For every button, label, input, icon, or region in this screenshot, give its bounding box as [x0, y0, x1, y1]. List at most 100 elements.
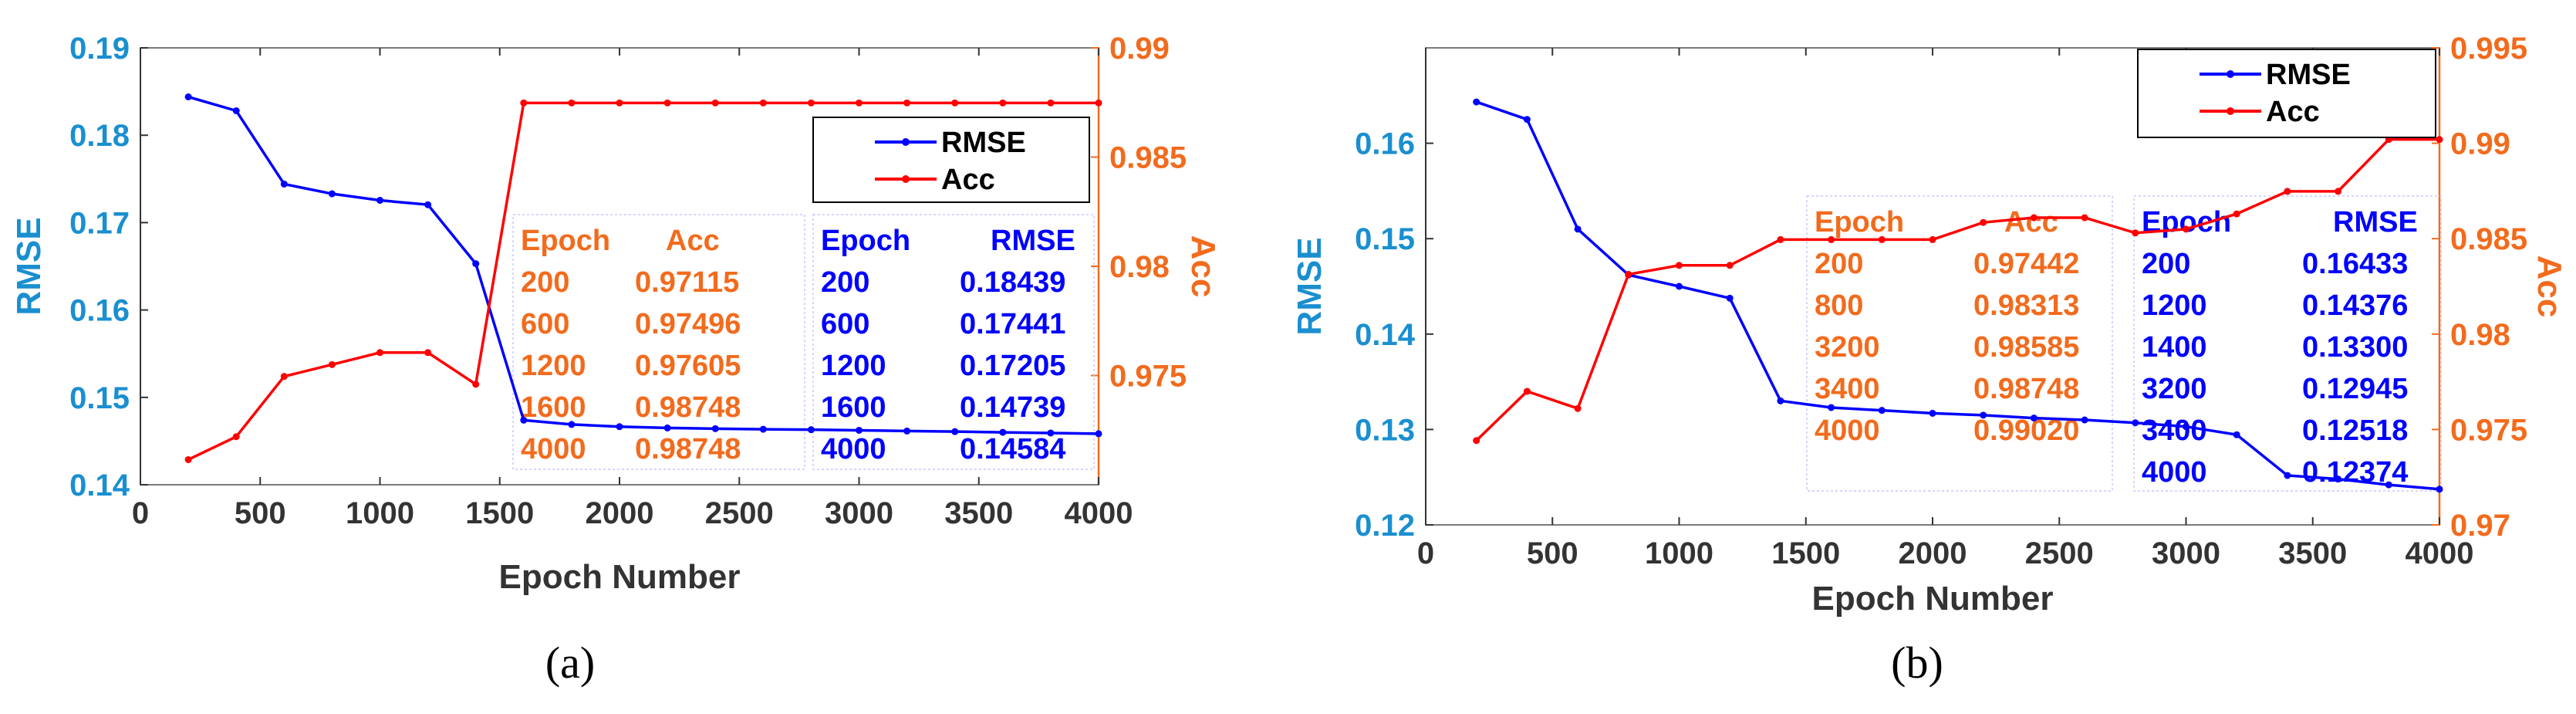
x-tick-label: 4000	[2406, 536, 2474, 570]
data-point	[759, 99, 767, 107]
data-point	[2030, 214, 2038, 222]
table-cell: 0.12518	[2302, 415, 2408, 447]
table-cell: 3400	[1815, 373, 1880, 405]
data-point	[2081, 214, 2088, 222]
series-acc	[1473, 136, 2443, 445]
table-cell: 0.18439	[960, 266, 1065, 299]
data-point	[1047, 429, 1055, 437]
table-cell: 4000	[821, 433, 886, 465]
table-cell: 0.17441	[960, 308, 1065, 340]
y-left-tick-label: 0.18	[69, 119, 130, 153]
data-point	[1676, 283, 1683, 290]
table-cell: 0.97605	[635, 350, 741, 382]
table-cell: 1200	[821, 350, 886, 382]
plot-area	[140, 47, 1099, 486]
data-point	[663, 99, 671, 107]
series-rmse	[184, 93, 1102, 438]
data-point	[1878, 407, 1886, 415]
table-cell: 0.14584	[960, 433, 1065, 465]
table-cell: 600	[821, 308, 869, 340]
table-cell: 0.97442	[1973, 248, 2079, 280]
x-tick-label: 3500	[944, 496, 1013, 530]
legend-label-rmse: RMSE	[941, 127, 1026, 159]
chart-b: 0 500 1000 1500 2000 2500 3000 3500 4000 0.12 0.13…	[1291, 32, 2568, 688]
table-border	[1806, 195, 2113, 492]
table-cell: 200	[1815, 248, 1863, 280]
data-point	[663, 424, 671, 431]
legend: RMSE Acc	[812, 117, 1090, 203]
data-point	[1980, 218, 1987, 226]
y-right-axis-label: Acc	[2530, 255, 2568, 318]
data-point	[1929, 409, 1936, 417]
data-point	[280, 180, 288, 188]
y-left-tick-label: 0.12	[1355, 509, 1415, 543]
data-point	[328, 190, 336, 198]
data-point	[2284, 472, 2291, 479]
table-cell: 800	[1815, 289, 1863, 322]
table-cell: 600	[521, 308, 569, 340]
subfigure-caption: (a)	[545, 638, 595, 688]
table-cell: 4000	[1815, 415, 1880, 447]
data-point	[2132, 229, 2139, 237]
y-left-tick-label: 0.14	[1355, 318, 1416, 352]
data-point	[184, 93, 192, 101]
x-tick-label: 2500	[705, 496, 774, 530]
data-point	[807, 426, 815, 434]
x-tick-label: 1500	[465, 496, 534, 530]
table-header: RMSE	[2333, 206, 2418, 239]
legend: RMSE Acc	[2137, 49, 2436, 138]
data-point	[568, 421, 576, 428]
subfigure-caption: (b)	[1891, 638, 1943, 688]
data-point	[2132, 419, 2139, 427]
table-cell: 0.13300	[2302, 331, 2408, 364]
x-tick-label: 2000	[586, 496, 654, 530]
table-cell: 0.98748	[1973, 373, 2079, 405]
data-point	[616, 423, 623, 431]
y-left-tick-label: 0.16	[1355, 127, 1415, 161]
data-point	[856, 99, 863, 107]
data-point	[376, 349, 383, 357]
table-header: Epoch	[821, 225, 910, 257]
table-cell: 0.14739	[960, 391, 1065, 424]
series-line-acc	[187, 101, 1099, 462]
legend-marker	[2227, 70, 2234, 78]
data-point	[711, 425, 719, 432]
data-point	[2385, 481, 2392, 489]
table-cell: 1200	[521, 350, 586, 382]
series-acc	[184, 99, 1102, 463]
legend-label-acc: Acc	[941, 164, 995, 196]
data-point	[759, 425, 767, 433]
data-point	[807, 99, 815, 107]
x-axis-label: Epoch Number	[499, 558, 741, 596]
table-cell: 0.16433	[2302, 248, 2408, 280]
data-point	[1574, 225, 1582, 233]
data-point	[1777, 235, 1784, 243]
y-left-tick-label: 0.13	[1355, 413, 1415, 447]
table-cell: 1600	[521, 391, 586, 424]
data-point	[328, 360, 336, 368]
legend-label-rmse: RMSE	[2266, 59, 2351, 91]
data-point	[2335, 475, 2342, 483]
series-line-rmse	[1476, 100, 2440, 491]
data-point	[2335, 188, 2342, 195]
table-cell: 0.98748	[635, 391, 741, 424]
data-point	[2183, 423, 2189, 431]
data-point	[2436, 136, 2443, 144]
y-left-tick-label: 0.15	[69, 381, 130, 415]
y-left-axis-label: RMSE	[10, 217, 48, 315]
data-table-rmse: Epoch RMSE 200 0.16433 1200 0.14376 1400 0.1330…	[2133, 195, 2442, 492]
table-header: Acc	[666, 225, 720, 257]
data-point	[951, 99, 959, 107]
data-point	[2436, 486, 2443, 493]
data-point	[1726, 294, 1734, 302]
data-point	[232, 433, 240, 441]
y-right-tick-label: 0.99	[2450, 127, 2510, 161]
table-cell: 200	[521, 266, 569, 299]
table-cell: 0.12945	[2302, 373, 2408, 405]
data-point	[1095, 99, 1102, 107]
data-point	[424, 349, 432, 357]
x-tick-label: 1000	[346, 496, 414, 530]
table-cell: 1400	[2142, 331, 2207, 364]
legend-label-acc: Acc	[2266, 96, 2320, 128]
table-cell: 0.98585	[1973, 331, 2079, 364]
